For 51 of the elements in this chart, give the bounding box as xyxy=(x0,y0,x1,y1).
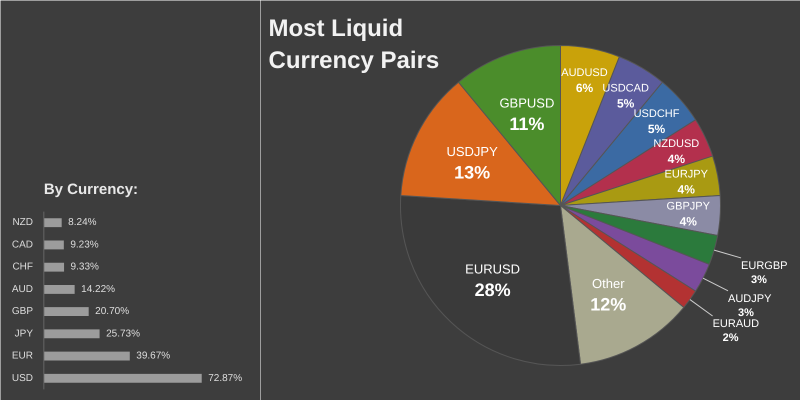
bar xyxy=(44,307,89,316)
slice-label: AUDUSD xyxy=(561,66,608,79)
data-label: 4% xyxy=(668,152,686,166)
y-tick-label: CHF xyxy=(12,262,34,273)
data-label: 4% xyxy=(680,214,698,229)
slice-label: EURUSD xyxy=(465,261,520,276)
data-label: 4% xyxy=(678,182,696,197)
bar xyxy=(44,352,130,360)
bar xyxy=(44,240,64,250)
data-label: 9.23% xyxy=(70,239,99,250)
data-label: 25.73% xyxy=(106,328,140,340)
y-tick-label: AUD xyxy=(12,284,34,295)
data-label: 39.67% xyxy=(136,350,170,362)
data-label: 20.70% xyxy=(95,306,130,318)
y-tick-label: EUR xyxy=(12,350,34,362)
chart-title: Most Liquid Currency Pairs xyxy=(268,15,440,74)
slice-label: GBPJPY xyxy=(666,200,711,213)
slice-label: USDJPY xyxy=(446,144,498,159)
data-label: 28% xyxy=(474,280,511,300)
slice-label: AUDJPY xyxy=(728,292,772,305)
slice-label: GBPUSD xyxy=(499,96,554,111)
chart-title: By Currency: xyxy=(44,180,138,198)
data-label: 6% xyxy=(576,80,594,95)
y-tick-label: CAD xyxy=(12,239,34,250)
data-label: 72.87% xyxy=(208,372,242,384)
data-label: 3% xyxy=(738,306,754,319)
bar xyxy=(44,374,202,383)
slice-label: USDCHF xyxy=(634,108,680,120)
data-label: 11% xyxy=(509,114,544,134)
bar xyxy=(44,218,62,228)
data-label: 14.22% xyxy=(81,284,116,295)
slice-label: Other xyxy=(592,276,626,291)
y-tick-label: GBP xyxy=(12,306,34,318)
data-label: 8.24% xyxy=(68,217,97,228)
bar xyxy=(44,329,100,338)
data-label: 5% xyxy=(648,122,666,136)
data-label: 13% xyxy=(454,162,490,182)
data-label: 3% xyxy=(751,274,768,286)
y-tick-label: NZD xyxy=(12,217,34,228)
slice-label: NZDUSD xyxy=(653,138,700,150)
bar xyxy=(44,284,75,294)
data-label: 9.33% xyxy=(70,262,100,273)
bar xyxy=(44,262,64,272)
data-label: 2% xyxy=(722,332,739,344)
slice-label: EURAUD xyxy=(712,318,760,330)
slice-label: EURJPY xyxy=(664,168,709,181)
data-label: 12% xyxy=(590,294,626,314)
slice-label: EURGBP xyxy=(741,260,788,272)
y-tick-label: USD xyxy=(12,372,34,384)
data-label: 5% xyxy=(616,96,635,110)
y-tick-label: JPY xyxy=(14,328,34,340)
